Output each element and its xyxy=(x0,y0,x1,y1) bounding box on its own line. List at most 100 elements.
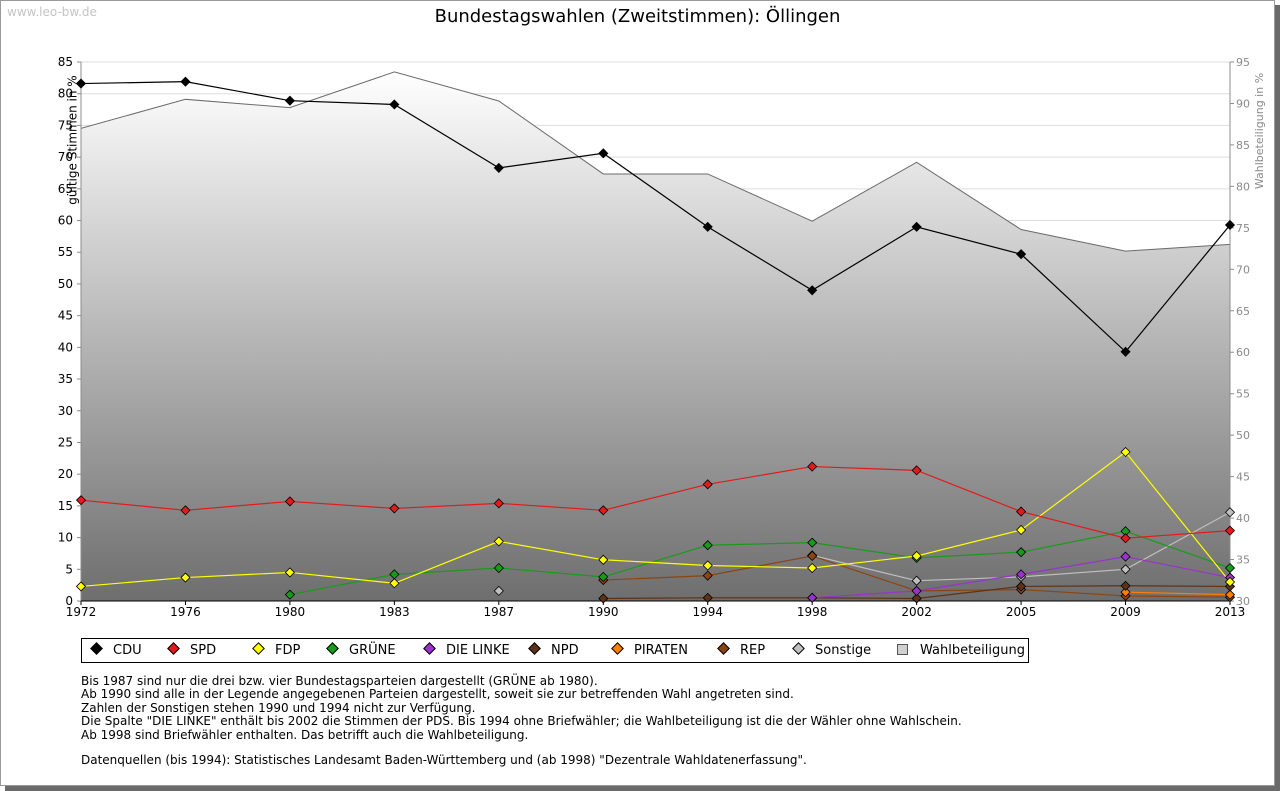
y-tick-label: 20 xyxy=(58,467,73,481)
x-tick-label: 1998 xyxy=(797,605,828,619)
data-point-spd xyxy=(389,503,400,514)
chart-svg: 0 5 10 15 20 25 30 35 40 45 50 55 60 65 70 75 80 85 30 35 40… xyxy=(58,55,1266,619)
series-line-gr-ne xyxy=(289,530,1231,596)
y2-tick-label: 70 xyxy=(1236,263,1250,276)
note-line: Zahlen der Sonstigen stehen 1990 und 199… xyxy=(81,700,476,715)
legend: CDU SPD FDP GRÜNE DIE LINKE NPD PIRATEN REP Sons… xyxy=(81,638,1029,663)
legend-marker xyxy=(611,642,624,655)
data-point-npd xyxy=(1016,581,1027,592)
legend-marker xyxy=(792,642,805,655)
x-tick-label: 2005 xyxy=(1006,605,1037,619)
data-point-spd xyxy=(911,465,922,476)
legend-label: DIE LINKE xyxy=(446,643,510,658)
x-tick-label: 1994 xyxy=(692,605,723,619)
data-point-die-linke xyxy=(1120,551,1131,562)
legend-marker xyxy=(167,642,180,655)
data-point-gr-ne xyxy=(493,562,504,574)
series-line-fdp xyxy=(80,451,1231,588)
series-points-layer xyxy=(75,76,1236,604)
y-tick-label: 45 xyxy=(58,309,73,323)
data-point-fdp xyxy=(1120,446,1131,458)
y-tick-label: 40 xyxy=(58,340,73,354)
data-point-die-linke xyxy=(807,592,818,603)
legend-label: FDP xyxy=(275,643,301,658)
data-point-gr-ne xyxy=(807,537,818,548)
y2-tick-label: 85 xyxy=(1236,139,1250,152)
data-point-fdp xyxy=(1016,524,1027,536)
data-point-gr-ne xyxy=(1016,547,1027,558)
notes: Bis 1987 sind nur die drei bzw. vier Bun… xyxy=(81,674,962,742)
data-point-sonstige xyxy=(1224,507,1236,518)
data-point-cdu xyxy=(180,76,191,87)
data-point-spd xyxy=(807,461,818,472)
turnout-area-layer xyxy=(80,71,1231,602)
y-tick-label: 35 xyxy=(58,372,73,386)
data-point-cdu xyxy=(598,148,609,159)
data-point-gr-ne xyxy=(284,589,295,600)
note-line: Ab 1998 sind Briefwähler enthalten. Das … xyxy=(81,727,529,742)
legend-item: REP xyxy=(717,642,765,658)
chart-title: Bundestagswahlen (Zweitstimmen): Öllinge… xyxy=(434,6,841,27)
series-line-cdu xyxy=(80,81,1231,353)
y-tick-label: 60 xyxy=(58,214,73,228)
legend-label: GRÜNE xyxy=(349,643,396,658)
legend-marker xyxy=(717,642,730,655)
turnout-area xyxy=(81,71,1230,602)
data-point-piraten xyxy=(1224,589,1236,600)
legend-swatch xyxy=(897,644,908,655)
data-point-spd xyxy=(284,496,295,507)
y2-tick-label: 50 xyxy=(1236,429,1250,442)
y2-tick-label: 90 xyxy=(1236,97,1250,110)
y2-tick-label: 55 xyxy=(1236,388,1250,401)
data-point-spd xyxy=(75,495,87,506)
y-tick-label: 50 xyxy=(58,277,73,291)
data-point-cdu xyxy=(702,221,713,232)
data-point-fdp xyxy=(284,567,295,578)
x-tick-label: 1972 xyxy=(66,605,97,619)
data-point-cdu xyxy=(1120,346,1131,357)
legend-marker xyxy=(528,642,541,655)
y-axis-label-right: Wahlbeteiligung in % xyxy=(1253,73,1266,189)
x-tick-label: 1987 xyxy=(484,605,515,619)
data-point-fdp xyxy=(1224,576,1236,588)
y-tick-label: 75 xyxy=(58,118,73,132)
data-point-cdu xyxy=(284,95,295,106)
data-point-gr-ne xyxy=(1224,562,1236,574)
data-point-cdu xyxy=(1016,249,1027,260)
data-point-sonstige xyxy=(493,585,504,596)
y-tick-label: 55 xyxy=(58,245,73,259)
data-point-spd xyxy=(493,498,504,509)
y-tick-label: 65 xyxy=(58,182,73,196)
note-line: Bis 1987 sind nur die drei bzw. vier Bun… xyxy=(81,674,598,688)
legend-item: SPD xyxy=(167,642,216,658)
y-tick-label: 25 xyxy=(58,435,73,449)
data-point-gr-ne xyxy=(702,540,713,551)
y-tick-label: 80 xyxy=(58,87,73,101)
data-point-rep xyxy=(807,550,818,562)
data-point-fdp xyxy=(702,560,713,571)
data-point-spd xyxy=(1120,533,1131,544)
data-point-rep xyxy=(702,570,713,581)
series-line-spd xyxy=(80,465,1231,539)
data-point-sonstige xyxy=(1120,564,1131,575)
y-tick-label: 30 xyxy=(58,404,73,418)
data-point-npd xyxy=(911,593,922,604)
legend-item: Wahlbeteiligung xyxy=(897,643,1025,658)
data-point-spd xyxy=(598,505,609,516)
legend-item: NPD xyxy=(528,642,579,658)
data-point-fdp xyxy=(180,572,191,583)
x-tick-label: 1976 xyxy=(170,605,201,619)
data-point-spd xyxy=(1016,506,1027,517)
data-point-die-linke xyxy=(911,585,922,596)
legend-item: DIE LINKE xyxy=(423,642,510,658)
data-point-fdp xyxy=(598,554,609,565)
x-tick-label: 2009 xyxy=(1110,605,1141,619)
x-tick-label: 2002 xyxy=(901,605,932,619)
data-point-piraten xyxy=(1120,587,1131,598)
data-point-die-linke xyxy=(1016,569,1027,580)
y-tick-label: 70 xyxy=(58,150,73,164)
data-point-sonstige xyxy=(911,575,922,586)
data-point-cdu xyxy=(807,285,818,296)
y2-tick-label: 75 xyxy=(1236,222,1250,235)
